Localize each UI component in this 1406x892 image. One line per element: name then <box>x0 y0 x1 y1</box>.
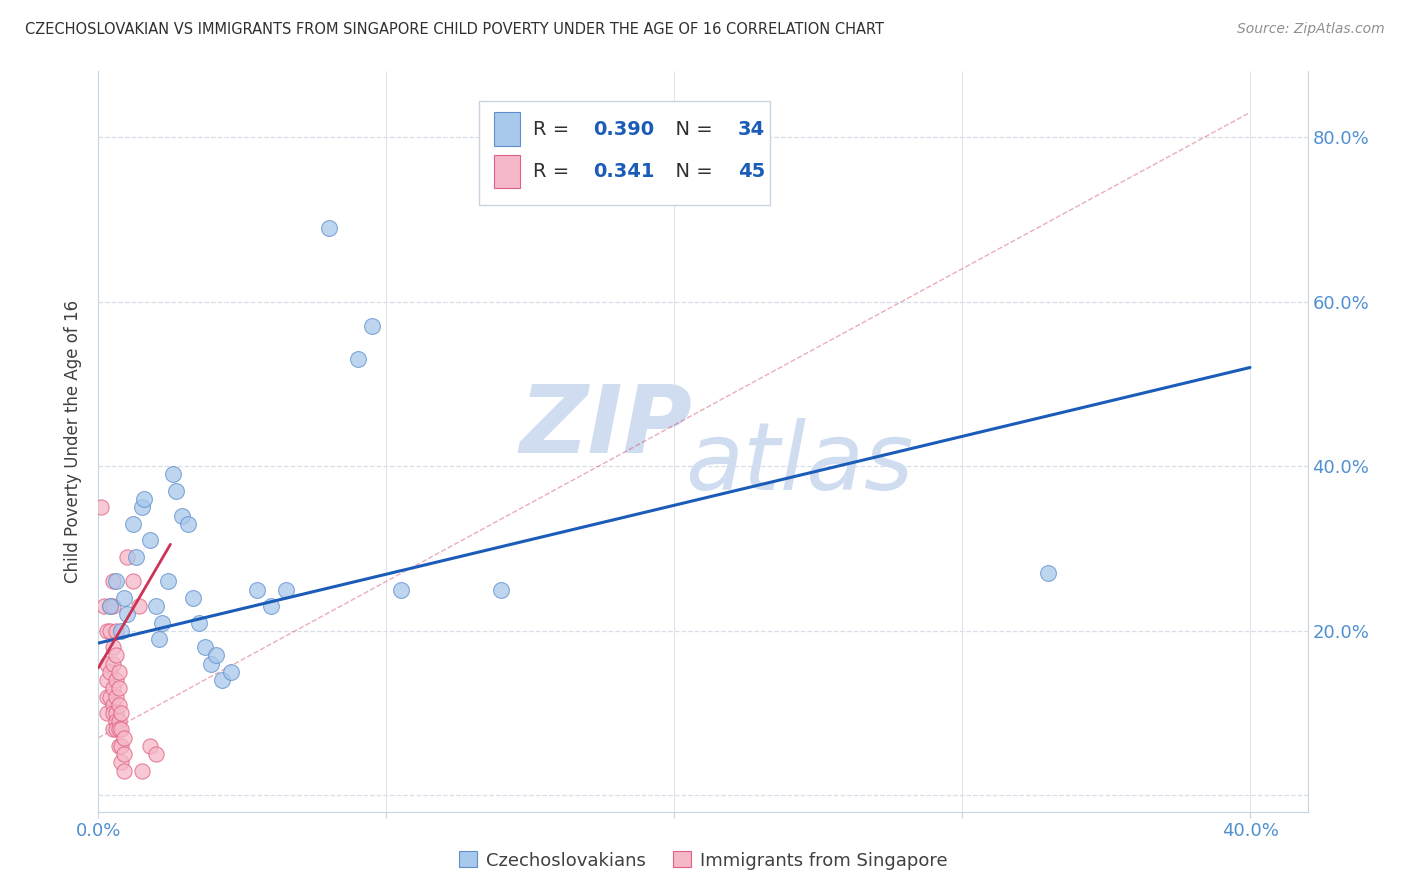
Point <box>145 747 167 761</box>
Point <box>346 352 368 367</box>
Point <box>107 665 129 679</box>
Point <box>104 574 127 589</box>
Point <box>112 731 135 745</box>
Point <box>205 648 228 663</box>
Point <box>491 582 513 597</box>
Point <box>134 492 156 507</box>
Point <box>162 467 184 482</box>
Point <box>110 723 132 737</box>
Text: R =: R = <box>533 161 575 181</box>
Point <box>93 599 115 613</box>
Point <box>219 665 242 679</box>
Point <box>90 500 112 515</box>
Point <box>98 665 121 679</box>
Point <box>112 591 135 605</box>
Point <box>115 549 138 564</box>
Text: ZIP: ZIP <box>520 381 693 473</box>
Point <box>107 739 129 753</box>
Point <box>150 615 173 630</box>
Point <box>104 648 127 663</box>
Point <box>112 747 135 761</box>
Point <box>101 681 124 696</box>
Point <box>122 516 145 531</box>
Point <box>110 756 132 770</box>
Point <box>104 673 127 687</box>
Point <box>96 690 118 704</box>
Point <box>188 615 211 630</box>
Point <box>101 698 124 712</box>
Point <box>96 706 118 720</box>
Point <box>128 599 150 613</box>
Point <box>101 723 124 737</box>
Point <box>139 533 162 548</box>
Point <box>131 764 153 778</box>
Text: atlas: atlas <box>686 418 914 509</box>
Text: 45: 45 <box>738 161 765 181</box>
Point <box>318 220 340 235</box>
Point <box>101 599 124 613</box>
Text: N =: N = <box>664 120 718 138</box>
Point <box>145 599 167 613</box>
Point <box>183 591 205 605</box>
Point <box>101 574 124 589</box>
Point <box>107 714 129 729</box>
Point <box>96 657 118 671</box>
Point <box>104 723 127 737</box>
Point <box>131 500 153 515</box>
Point <box>110 624 132 638</box>
Text: 34: 34 <box>738 120 765 138</box>
Point <box>98 599 121 613</box>
Point <box>98 690 121 704</box>
Point <box>246 582 269 597</box>
Point <box>176 516 198 531</box>
Legend: Czechoslovakians, Immigrants from Singapore: Czechoslovakians, Immigrants from Singap… <box>451 844 955 877</box>
Point <box>96 624 118 638</box>
Point <box>139 739 162 753</box>
Point <box>98 599 121 613</box>
Point <box>110 739 132 753</box>
Point <box>211 673 233 687</box>
Point <box>200 657 222 671</box>
Point <box>156 574 179 589</box>
Point <box>194 640 217 655</box>
Point <box>107 698 129 712</box>
Text: N =: N = <box>664 161 718 181</box>
Point <box>104 706 127 720</box>
Point <box>96 673 118 687</box>
Point <box>1038 566 1060 581</box>
Point <box>98 624 121 638</box>
Point <box>110 706 132 720</box>
Point <box>101 706 124 720</box>
Point <box>274 582 297 597</box>
Point <box>107 681 129 696</box>
Text: 0.341: 0.341 <box>593 161 654 181</box>
Point <box>361 319 384 334</box>
Point <box>101 640 124 655</box>
Point <box>165 483 187 498</box>
Point <box>389 582 412 597</box>
Point <box>122 574 145 589</box>
Y-axis label: Child Poverty Under the Age of 16: Child Poverty Under the Age of 16 <box>65 300 83 583</box>
Point <box>104 624 127 638</box>
Point <box>104 690 127 704</box>
Text: R =: R = <box>533 120 575 138</box>
Text: CZECHOSLOVAKIAN VS IMMIGRANTS FROM SINGAPORE CHILD POVERTY UNDER THE AGE OF 16 C: CZECHOSLOVAKIAN VS IMMIGRANTS FROM SINGA… <box>25 22 884 37</box>
FancyBboxPatch shape <box>494 112 520 145</box>
Text: 0.390: 0.390 <box>593 120 654 138</box>
FancyBboxPatch shape <box>479 101 769 204</box>
Point <box>170 508 193 523</box>
Point <box>101 657 124 671</box>
Point <box>112 764 135 778</box>
Point <box>260 599 283 613</box>
FancyBboxPatch shape <box>494 154 520 188</box>
Point <box>125 549 148 564</box>
Point <box>104 714 127 729</box>
Text: Source: ZipAtlas.com: Source: ZipAtlas.com <box>1237 22 1385 37</box>
Point <box>115 607 138 622</box>
Point <box>148 632 170 646</box>
Point <box>107 723 129 737</box>
